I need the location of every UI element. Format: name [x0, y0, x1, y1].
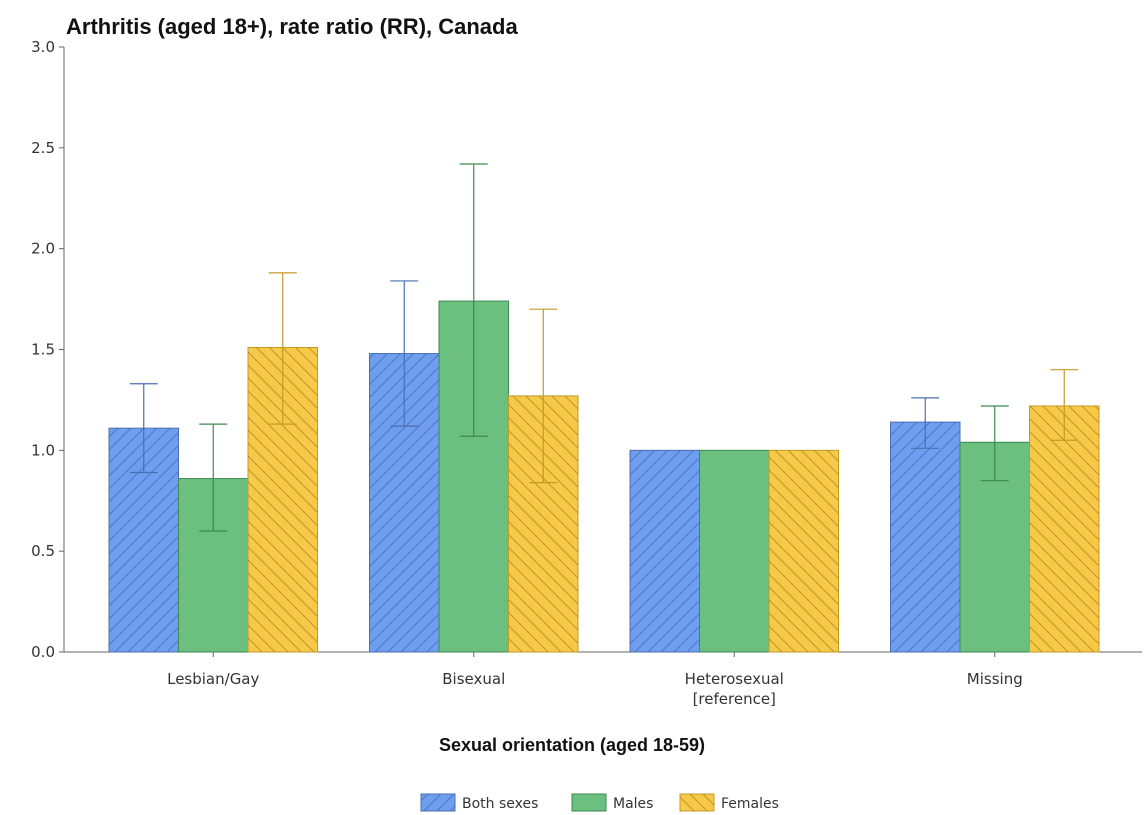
- x-category-label: Heterosexual [reference]: [685, 670, 784, 708]
- x-category-label: Missing: [967, 670, 1023, 688]
- category-labels: Lesbian/Gay Bisexual Heterosexual [referenc…: [167, 670, 1023, 708]
- bar-hatch: [890, 422, 960, 652]
- error-bar: [980, 405, 1009, 482]
- bar-hatch: [630, 450, 700, 652]
- x-category-label: Lesbian/Gay: [167, 670, 259, 688]
- legend-swatch-hatch: [680, 794, 714, 811]
- legend-swatch-hatch: [421, 794, 455, 811]
- error-bar: [529, 308, 558, 484]
- y-tick-label: 1.5: [31, 341, 55, 359]
- error-bar: [199, 423, 228, 532]
- legend: Both sexes Males Females: [420, 793, 779, 812]
- legend-label: Males: [613, 796, 653, 812]
- legend-label: Females: [721, 796, 779, 812]
- bar: [699, 449, 770, 653]
- y-tick-label: 0.0: [31, 643, 55, 661]
- bar-hatch: [769, 450, 839, 652]
- y-tick-label: 3.0: [31, 38, 55, 56]
- error-bar: [459, 163, 488, 437]
- y-tick-label: 2.0: [31, 240, 55, 258]
- bars-group: [108, 300, 1100, 653]
- error-bar: [1050, 369, 1079, 441]
- chart-title: Arthritis (aged 18+), rate ratio (RR), C…: [66, 14, 518, 39]
- y-tick-label: 1.0: [31, 441, 55, 459]
- error-bar: [129, 383, 158, 474]
- x-axis-title: Sexual orientation (aged 18-59): [439, 735, 705, 755]
- error-bar: [390, 280, 419, 427]
- legend-label: Both sexes: [462, 796, 538, 812]
- bar-hatch: [1029, 405, 1099, 652]
- error-bars-group: [129, 163, 1079, 532]
- y-tick-label: 0.5: [31, 542, 55, 560]
- error-bar: [268, 272, 297, 425]
- error-bar: [911, 397, 940, 449]
- y-tick-label: 2.5: [31, 139, 55, 157]
- x-category-label: Bisexual: [442, 670, 505, 688]
- legend-swatch: [571, 793, 607, 812]
